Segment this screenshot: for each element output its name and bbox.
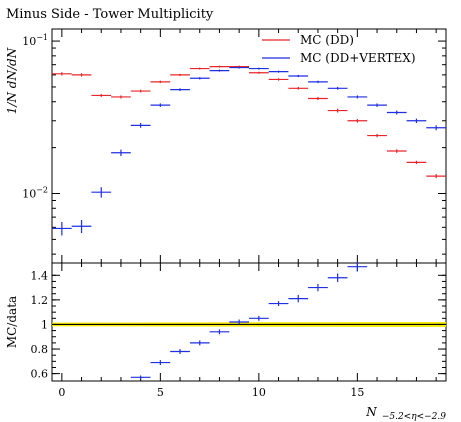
ratio-point (327, 273, 348, 283)
ratio-point (268, 301, 289, 307)
mc-dd-point (288, 86, 309, 90)
x-axis-label-main: N (365, 405, 377, 419)
legend-label-mc-dd: MC (DD) (300, 33, 354, 47)
ratio-y-tick-label: 1 (41, 318, 48, 331)
ratio-point (170, 349, 190, 354)
ratio-point (229, 319, 249, 325)
mc-dd-point (406, 160, 427, 165)
ratio-data-points (130, 261, 368, 380)
ratio-point (130, 375, 151, 380)
mc-dd-vertex-point (308, 80, 328, 84)
x-axis: 0 5 10 15 (58, 29, 437, 399)
ratio-point (189, 340, 210, 346)
mc-dd-vertex-point (426, 125, 446, 131)
mc-dd-point (268, 78, 289, 81)
mc-dd-vertex-point (170, 88, 190, 92)
mc-dd-point (170, 73, 190, 76)
ratio-point (288, 294, 309, 303)
mc-dd-vertex-point (367, 103, 387, 107)
legend-label-mc-dd-vertex: MC (DD+VERTEX) (300, 51, 416, 65)
ratio-y-tick-label: 0.8 (31, 343, 49, 356)
mc-dd-vertex-point (52, 222, 72, 236)
mc-dd-vertex-point (209, 69, 230, 72)
main-data-points (52, 65, 446, 236)
ratio-point (347, 261, 368, 272)
main-y-axis-label: 1/N dN/dN (5, 47, 19, 114)
ratio-point (249, 315, 269, 321)
x-tick-label: 5 (157, 386, 164, 399)
mc-dd-vertex-point (71, 220, 92, 234)
mc-dd-vertex-point (327, 86, 348, 90)
mc-dd-vertex-point (91, 187, 112, 198)
mc-dd-point (52, 72, 72, 76)
mc-dd-point (189, 67, 210, 70)
x-tick-label: 0 (58, 386, 65, 399)
x-axis-label-subscript: −5.2<η<−2.9 (382, 412, 446, 422)
ratio-y-axis: 0.6 0.8 1 1.2 1.4 (31, 269, 446, 381)
ratio-point (209, 329, 230, 335)
mc-dd-point (71, 73, 92, 77)
mc-dd-vertex-point (229, 66, 249, 69)
ratio-point (150, 360, 171, 366)
ratio-y-tick-label: 1.2 (31, 294, 49, 307)
legend: MC (DD) MC (DD+VERTEX) (262, 33, 416, 65)
mc-dd-point (386, 149, 407, 153)
mc-dd-point (209, 65, 230, 68)
ratio-y-tick-label: 0.6 (31, 368, 49, 381)
mc-dd-point (130, 89, 151, 93)
mc-dd-vertex-point (268, 70, 289, 73)
mc-dd-point (347, 119, 368, 123)
mc-dd-vertex-point (130, 123, 151, 128)
mc-dd-vertex-point (288, 74, 309, 78)
main-y-axis: 10−2 10−1 (22, 33, 446, 255)
x-axis-label: N −5.2<η<−2.9 (365, 401, 446, 422)
mc-dd-vertex-point (111, 149, 131, 157)
mc-dd-vertex-point (347, 95, 368, 99)
mc-dd-point (150, 80, 171, 84)
mc-dd-point (367, 133, 387, 138)
mc-dd-vertex-point (189, 77, 210, 80)
mc-dd-point (426, 174, 446, 179)
mc-dd-point (308, 96, 328, 101)
mc-dd-vertex-point (406, 118, 427, 124)
chart-title: Minus Side - Tower Multiplicity (6, 7, 214, 22)
mc-dd-point (111, 95, 131, 99)
x-tick-label: 10 (252, 386, 266, 399)
main-y-tick-label: 10−2 (22, 186, 48, 201)
ratio-y-tick-label: 1.4 (31, 269, 49, 282)
mc-dd-point (249, 71, 269, 74)
main-y-tick-label: 10−1 (22, 33, 48, 48)
mc-dd-vertex-point (249, 67, 269, 70)
mc-dd-point (91, 93, 112, 97)
ratio-point (308, 283, 328, 292)
ratio-y-axis-label: MC/data (5, 296, 19, 348)
mc-dd-point (327, 108, 348, 113)
mc-dd-vertex-point (150, 103, 171, 107)
x-tick-label: 15 (350, 386, 364, 399)
mc-dd-vertex-point (386, 110, 407, 115)
